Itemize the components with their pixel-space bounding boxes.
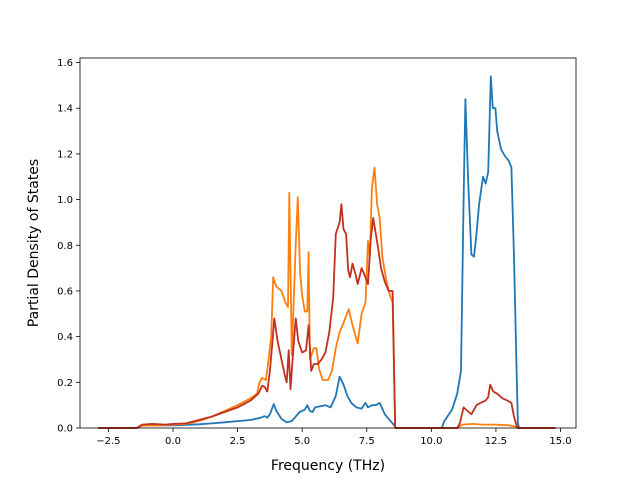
x-axis-ticks: −2.5 0.0 2.5 5.0 7.5 10.0 12.5 15.0 — [96, 428, 572, 447]
x-tick-label: 0.0 — [165, 436, 181, 447]
y-tick-label: 0.6 — [57, 286, 73, 297]
y-tick-label: 0.0 — [57, 424, 73, 435]
x-tick-label: 7.5 — [359, 436, 375, 447]
y-axis-title: Partial Density of States — [26, 159, 42, 327]
y-tick-label: 0.8 — [57, 241, 73, 252]
y-axis-ticks: 0.0 0.2 0.4 0.6 0.8 1.0 1.2 1.4 1.6 — [57, 58, 80, 435]
x-tick-label: 2.5 — [230, 436, 246, 447]
y-tick-label: 0.4 — [57, 332, 73, 343]
series-line-1 — [98, 75, 556, 429]
y-tick-label: 1.0 — [57, 195, 73, 206]
x-tick-label: 5.0 — [294, 436, 310, 447]
plot-frame — [79, 57, 577, 429]
y-tick-label: 0.2 — [57, 378, 73, 389]
y-tick-label: 1.4 — [57, 104, 73, 115]
x-tick-label: 15.0 — [549, 436, 571, 447]
series-layer — [98, 75, 556, 429]
x-tick-label: 12.5 — [485, 436, 507, 447]
y-tick-label: 1.2 — [57, 149, 73, 160]
series-line-2 — [98, 166, 556, 429]
x-tick-label: 10.0 — [420, 436, 442, 447]
series-line-3 — [98, 203, 556, 429]
x-tick-label: −2.5 — [96, 436, 120, 447]
y-tick-label: 1.6 — [57, 58, 73, 69]
x-axis-title: Frequency (THz) — [271, 458, 385, 474]
